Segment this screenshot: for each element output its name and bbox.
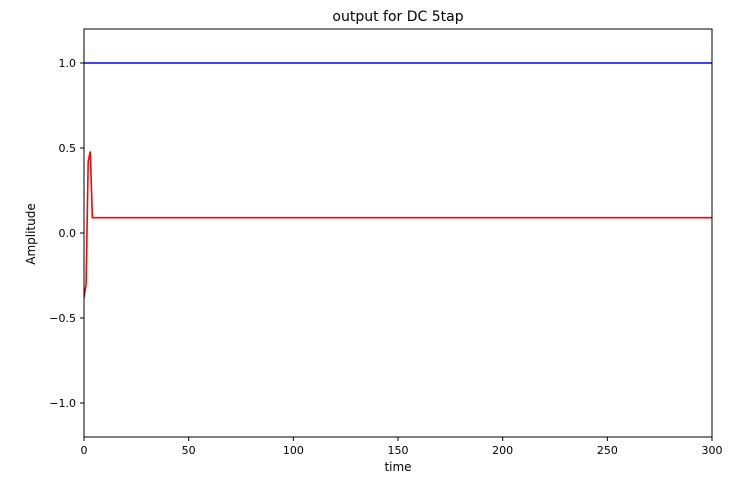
y-axis-label: Amplitude [24,203,38,265]
x-tick-label: 200 [492,444,513,457]
plot-frame [83,28,713,438]
plot-area [84,62,712,298]
y-tick-label: −1.0 [49,397,76,410]
x-tick-label: 150 [388,444,409,457]
x-axis: 0 50 100 150 200 250 300 [81,437,723,457]
y-tick-label: −0.5 [49,312,76,325]
y-tick-label: 1.0 [59,57,77,70]
x-tick-label: 250 [597,444,618,457]
series-line-1 [84,151,712,298]
y-tick-label: 0.0 [59,227,77,240]
x-axis-label: time [384,460,411,474]
chart-title: output for DC 5tap [332,9,463,25]
x-tick-label: 0 [81,444,88,457]
y-axis: 1.0 0.5 0.0 −0.5 −1.0 [49,57,84,410]
x-tick-label: 50 [182,444,196,457]
x-tick-label: 100 [283,444,304,457]
x-tick-label: 300 [702,444,723,457]
y-tick-label: 0.5 [59,142,77,155]
